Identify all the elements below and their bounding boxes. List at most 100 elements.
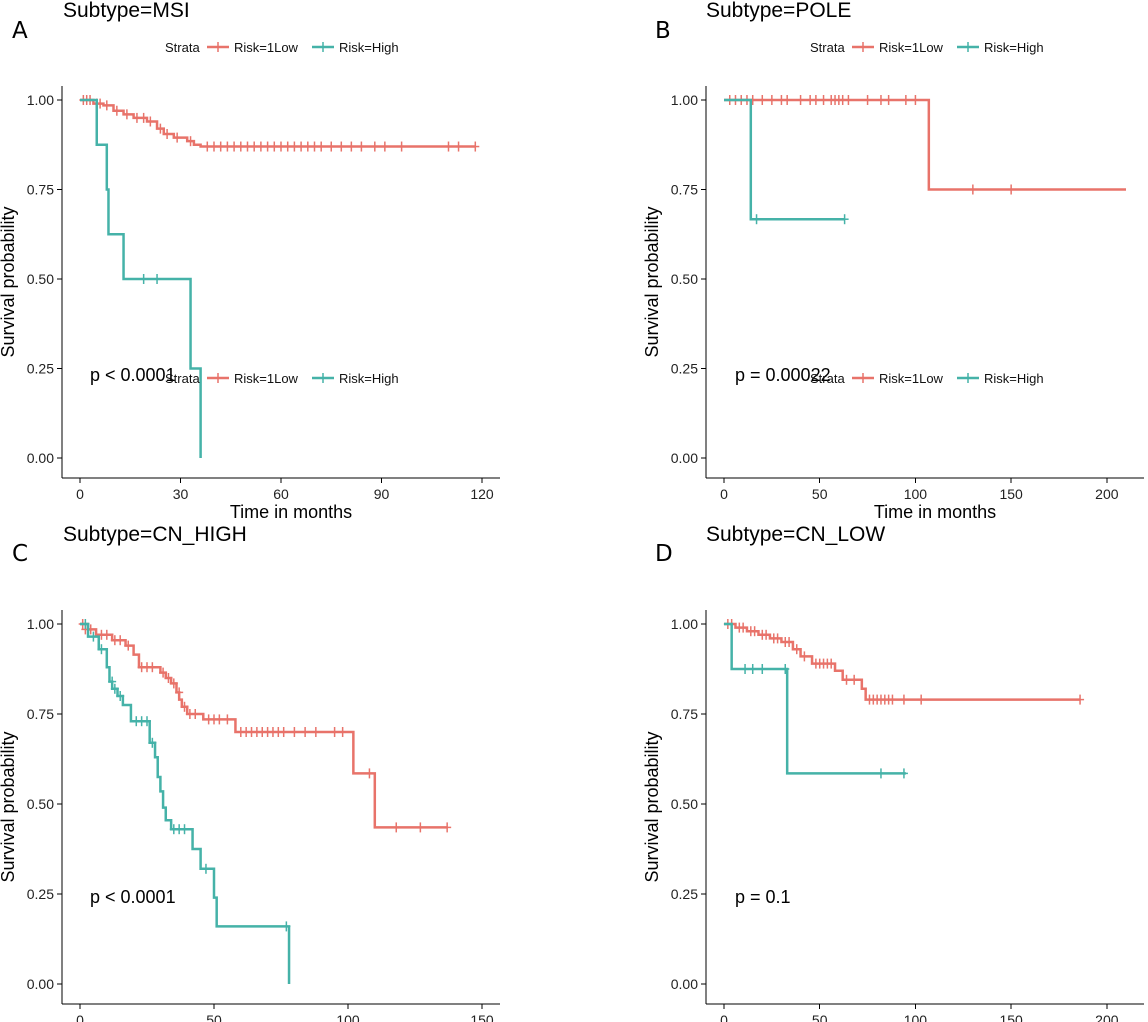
legend-label-high: Risk=High: [984, 371, 1044, 386]
legend-label-high: Risk=High: [339, 371, 399, 386]
censor-mark-low: [380, 141, 389, 152]
censor-mark-low: [173, 132, 182, 143]
censor-mark-low: [277, 141, 285, 152]
x-axis-title: Time in months: [230, 502, 352, 522]
censor-mark-low: [750, 626, 759, 637]
censor-mark-low: [758, 95, 767, 105]
x-tick-label: 100: [904, 1012, 928, 1022]
censor-mark-low: [156, 123, 165, 134]
censor-mark-high: [148, 737, 157, 748]
legend-key-high: [312, 42, 334, 52]
censor-mark-low: [283, 141, 292, 152]
censor-mark-low: [102, 100, 111, 111]
censor-mark-low: [216, 141, 225, 152]
panel-d: D Subtype=CN_LOW Strata Risk=1Low Risk=High 0…: [642, 371, 1144, 1022]
censor-mark-low: [164, 673, 173, 683]
x-tick-label: 50: [812, 1012, 828, 1022]
censor-mark-low: [811, 95, 820, 105]
x-tick-label: 0: [720, 1012, 728, 1022]
censor-mark-low: [357, 141, 366, 152]
censor-mark-low: [739, 622, 748, 633]
legend: Strata Risk=1Low Risk=High: [810, 40, 1044, 55]
x-tick-label: 50: [812, 486, 828, 502]
legend-key-low: [852, 42, 874, 52]
censor-mark-low: [888, 694, 897, 705]
y-tick-label: 0.00: [671, 976, 698, 992]
censor-mark-low: [792, 644, 801, 655]
legend-key-low: [207, 373, 229, 383]
censor-mark-low: [303, 141, 312, 152]
censor-mark-low: [215, 714, 224, 725]
legend-key-low: [207, 42, 229, 52]
censor-mark-low: [290, 141, 299, 152]
censor-mark-low: [850, 674, 859, 685]
censor-mark-low: [842, 674, 851, 685]
censor-mark-low: [146, 116, 155, 127]
censor-mark-low: [773, 633, 782, 644]
censor-mark-low: [796, 95, 805, 105]
censor-mark-low: [122, 109, 131, 120]
censor-mark-low: [800, 651, 809, 662]
censor-mark-low: [392, 822, 401, 833]
censor-mark-high: [89, 631, 98, 642]
censor-mark-high: [748, 664, 757, 674]
panel-letter: B: [655, 18, 671, 44]
censor-mark-low: [175, 687, 184, 698]
y-tick-label: 1.00: [27, 616, 54, 632]
censor-mark-low: [365, 768, 374, 779]
y-tick-label: 0.00: [671, 450, 698, 466]
censor-mark-high: [781, 664, 790, 674]
p-value-annotation: p = 0.1: [735, 887, 791, 907]
survival-curve-high: [80, 622, 291, 984]
legend-title: Strata: [810, 40, 845, 55]
censor-mark-low: [397, 141, 406, 152]
y-axis-title: Survival probability: [0, 731, 18, 882]
legend-label-low: Risk=1Low: [234, 371, 299, 386]
censor-mark-low: [148, 662, 157, 673]
censor-mark-high: [840, 214, 849, 225]
legend-label-low: Risk=1Low: [879, 40, 944, 55]
censor-mark-low: [347, 141, 356, 152]
censor-mark-low: [163, 129, 172, 140]
y-tick-label: 0.75: [27, 182, 54, 198]
x-tick-label: 0: [76, 486, 84, 502]
legend: Strata Risk=1Low Risk=High: [810, 371, 1044, 386]
panel-title: Subtype=MSI: [63, 0, 190, 22]
x-tick-label: 30: [173, 486, 189, 502]
x-tick-label: 100: [336, 1012, 360, 1022]
censor-mark-low: [180, 701, 189, 712]
y-tick-label: 0.75: [27, 706, 54, 722]
legend-title: Strata: [810, 371, 845, 386]
censor-mark-low: [139, 112, 148, 123]
censor-mark-low: [169, 678, 178, 689]
censor-mark-low: [301, 727, 310, 737]
p-value-annotation: p < 0.0001: [90, 365, 176, 385]
censor-mark-low: [819, 95, 828, 105]
censor-mark-low: [250, 141, 259, 152]
y-tick-label: 1.00: [671, 616, 698, 632]
censor-mark-low: [911, 95, 920, 105]
censor-mark-low: [1076, 694, 1085, 705]
censor-mark-low: [124, 640, 133, 651]
censor-mark-low: [330, 727, 339, 737]
censor-mark-low: [236, 141, 245, 152]
x-tick-label: 150: [999, 1012, 1023, 1022]
y-tick-label: 0.75: [671, 182, 698, 198]
censor-mark-low: [327, 141, 336, 152]
censor-mark-low: [116, 635, 125, 646]
panel-title: Subtype=POLE: [706, 0, 851, 22]
censor-mark-low: [767, 95, 776, 105]
censor-mark-low: [901, 95, 910, 105]
x-tick-label: 0: [76, 1012, 84, 1022]
censor-mark-low: [762, 629, 771, 640]
y-tick-label: 0.50: [671, 796, 698, 812]
y-tick-label: 0.50: [27, 271, 54, 287]
x-tick-label: 150: [999, 486, 1023, 502]
y-tick-label: 0.25: [671, 886, 698, 902]
censor-mark-low: [844, 95, 853, 105]
y-axis-title: Survival probability: [642, 731, 662, 882]
censor-mark-low: [968, 184, 977, 195]
censor-mark-low: [876, 95, 885, 105]
x-tick-label: 90: [374, 486, 390, 502]
y-tick-label: 0.50: [27, 796, 54, 812]
